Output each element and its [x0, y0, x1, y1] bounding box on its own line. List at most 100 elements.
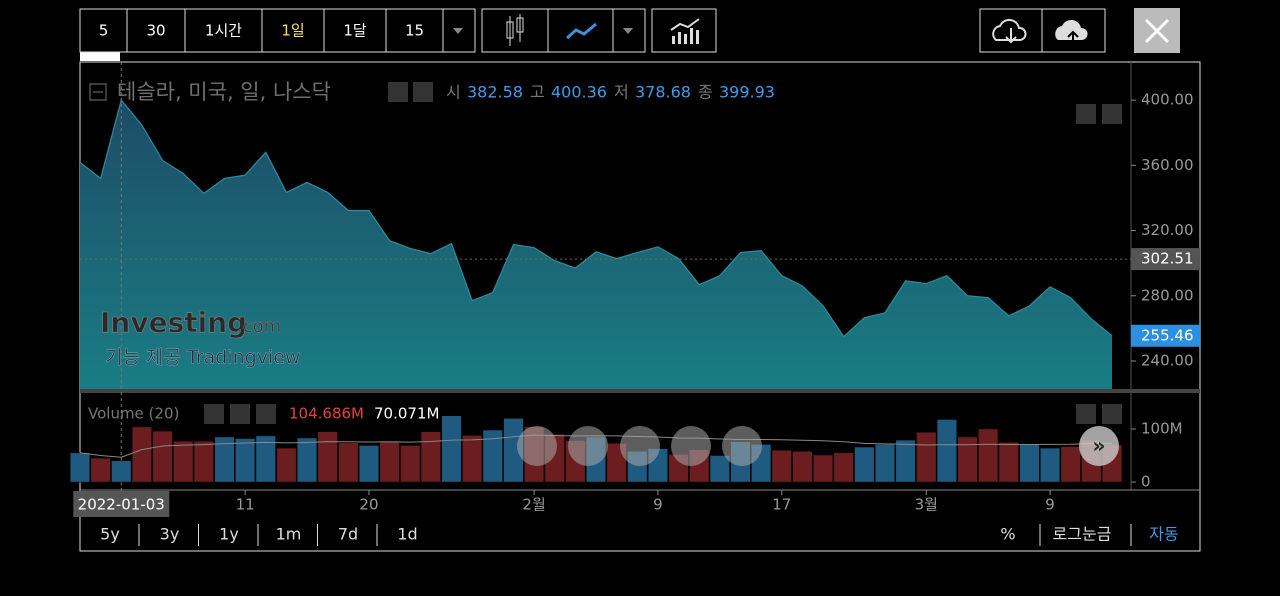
x-tick-label: 9 — [1045, 496, 1055, 514]
range-button[interactable]: 7d — [338, 525, 358, 544]
ohlc-value: 378.68 — [635, 83, 691, 102]
eye-icon[interactable] — [204, 404, 224, 424]
y-tick-label: 240.00 — [1141, 351, 1194, 369]
volume-bar — [317, 431, 338, 483]
volume-bar — [916, 431, 937, 483]
eye-icon[interactable] — [388, 82, 408, 102]
volume-bar — [462, 435, 483, 483]
resize-icon[interactable] — [1102, 104, 1122, 124]
interval-label: 30 — [146, 22, 165, 40]
nav-latest[interactable] — [1079, 426, 1119, 466]
volume-bar — [709, 455, 730, 483]
option-button[interactable]: % — [1000, 525, 1015, 544]
volume-bar — [379, 440, 400, 483]
nav-right[interactable] — [722, 426, 762, 466]
x-tick-label: 17 — [772, 496, 791, 514]
volume-bar — [296, 437, 318, 483]
indicator-button[interactable] — [651, 8, 717, 53]
x-tick-label: 20 — [359, 496, 378, 514]
settings-icon[interactable] — [230, 404, 250, 424]
volume-bar — [998, 441, 1019, 483]
chart-type-group[interactable] — [481, 8, 646, 53]
volume-bar — [792, 451, 813, 483]
volume-bar — [874, 444, 896, 483]
volume-bar — [255, 435, 276, 483]
price-tag-label: 255.46 — [1141, 326, 1194, 344]
ohlc-key: 고 — [530, 83, 545, 102]
volume-bar — [1040, 447, 1061, 483]
y-tick-label: 360.00 — [1141, 156, 1194, 174]
watermark-brand: Investing — [100, 306, 247, 339]
nav-reset[interactable] — [620, 426, 660, 466]
x-tick-label: 2022-01-03 — [78, 496, 165, 514]
upload-arrow — [1067, 30, 1079, 44]
interval-button[interactable] — [323, 8, 387, 53]
download-arrow — [1005, 28, 1017, 44]
range-button[interactable]: 1m — [276, 525, 302, 544]
volume-bar — [276, 447, 297, 483]
interval-button[interactable] — [79, 8, 128, 53]
option-button[interactable]: 자동 — [1149, 525, 1178, 544]
line-icon — [566, 22, 597, 40]
volume-readout: 104.686M — [289, 405, 364, 423]
volume-bar — [812, 454, 834, 483]
scroll-tab — [80, 52, 120, 61]
ohlc-key: 저 — [614, 83, 629, 102]
volume-bar — [214, 436, 235, 483]
remove-icon[interactable] — [256, 404, 276, 424]
chart-title: 테슬라, 미국, 일, 나스닥 — [117, 80, 331, 104]
volume-bar — [895, 439, 916, 483]
ohlc-value: 399.93 — [719, 83, 775, 102]
ohlc-key: 종 — [698, 83, 713, 102]
range-button[interactable]: 1d — [397, 525, 417, 544]
nav-left[interactable] — [517, 426, 557, 466]
x-tick-label: 3월 — [915, 496, 938, 514]
volume-bar — [69, 452, 91, 483]
volume-bar — [482, 429, 503, 483]
volume-bar — [193, 440, 214, 483]
price-tag — [1131, 248, 1200, 271]
nav-zoom-in[interactable] — [671, 426, 711, 466]
volume-bar — [833, 452, 854, 483]
interval-label: 1달 — [343, 22, 367, 40]
ohlc-value: 400.36 — [551, 83, 607, 102]
watermark-suffix: .com — [237, 316, 281, 337]
candle-icon — [506, 14, 524, 46]
y-tick-label: 400.00 — [1141, 91, 1194, 109]
resize-icon[interactable] — [1102, 404, 1122, 424]
ohlc-value: 382.58 — [467, 83, 523, 102]
nav-zoom-out[interactable] — [568, 426, 608, 466]
volume-readout: 70.071M — [374, 405, 439, 423]
x-tick-label: 9 — [653, 496, 663, 514]
option-button[interactable]: 로그눈금 — [1053, 525, 1112, 544]
y-tick-label: 320.00 — [1141, 221, 1194, 239]
y-tick-label: 100M — [1141, 419, 1183, 437]
volume-bar — [936, 419, 957, 483]
range-button[interactable]: 3y — [160, 525, 180, 544]
range-button[interactable]: 5y — [100, 525, 120, 544]
settings-icon[interactable] — [413, 82, 433, 102]
interval-button[interactable] — [385, 8, 444, 53]
volume-bar — [338, 442, 359, 483]
interval-label: 1일 — [281, 22, 304, 40]
volume-bar — [1019, 444, 1040, 483]
indicator-icon — [670, 18, 700, 44]
volume-bar — [957, 436, 978, 483]
y-tick-label: 0 — [1141, 473, 1151, 491]
ohlc-key: 시 — [446, 83, 461, 102]
volume-bar — [441, 415, 462, 483]
watermark-credit: 기능 제공 Tradingview — [105, 347, 300, 369]
interval-label: 15 — [405, 22, 424, 40]
range-button[interactable]: 1y — [219, 525, 239, 544]
collapse-icon[interactable] — [89, 83, 107, 101]
cloud-download-icon — [992, 18, 1027, 41]
nav-buttons — [517, 426, 1119, 466]
close-icon — [1144, 18, 1170, 44]
volume-bar — [173, 440, 194, 483]
volume-bar — [235, 438, 256, 483]
scroll-up-icon[interactable] — [1076, 404, 1096, 424]
interval-button[interactable] — [184, 8, 263, 53]
scroll-down-icon[interactable] — [1076, 104, 1096, 124]
volume-bar — [358, 445, 380, 483]
